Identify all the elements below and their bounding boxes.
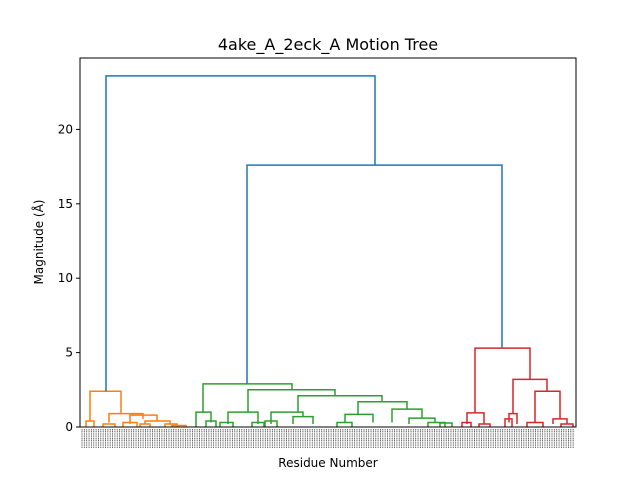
- y-axis: 0 5 10 15 20: [58, 122, 80, 434]
- green-red-merge: [246, 164, 503, 384]
- y-tick-label: 20: [58, 122, 73, 136]
- green-merge: [227, 411, 259, 425]
- green-merge: [357, 400, 408, 415]
- green-merge: [247, 389, 336, 413]
- root-merge: [105, 75, 376, 392]
- orange-merge: [129, 414, 158, 425]
- red-merge: [552, 418, 568, 425]
- red-merge: [461, 421, 472, 427]
- red-merge: [534, 390, 561, 423]
- green-merge: [195, 411, 212, 427]
- green-merge: [264, 420, 278, 427]
- y-tick-label: 15: [58, 197, 73, 211]
- x-axis-leaf-labels: [81, 429, 574, 448]
- green-merge: [336, 421, 353, 427]
- green-merge: [391, 408, 423, 423]
- red-merge: [478, 423, 491, 427]
- orange-merge: [108, 412, 144, 423]
- y-axis-label: Magnitude (Å): [31, 200, 46, 285]
- orange-merge: [171, 424, 187, 427]
- chart-title: 4ake_A_2eck_A Motion Tree: [218, 35, 438, 55]
- y-tick-label: 5: [65, 346, 73, 360]
- red-merge: [474, 347, 531, 413]
- red-merge: [526, 421, 544, 427]
- y-tick-label: 0: [65, 420, 73, 434]
- green-merge: [408, 417, 436, 425]
- orange-merge: [89, 390, 122, 422]
- orange-merge: [102, 423, 116, 427]
- y-tick-label: 10: [58, 271, 73, 285]
- red-merge: [466, 412, 485, 425]
- red-merge: [504, 418, 513, 427]
- red-merge: [560, 423, 574, 427]
- orange-merge: [122, 421, 138, 427]
- green-merge: [270, 411, 304, 425]
- green-merge: [297, 395, 383, 413]
- green-merge: [427, 421, 446, 427]
- green-merge: [219, 421, 234, 427]
- orange-merge: [139, 423, 151, 427]
- dendrogram-plot: [85, 75, 574, 427]
- green-merge: [205, 420, 217, 427]
- orange-merge: [144, 420, 171, 425]
- green-merge: [251, 421, 265, 427]
- orange-merge: [85, 420, 95, 427]
- green-merge: [202, 383, 293, 413]
- red-merge: [512, 378, 548, 414]
- green-merge: [292, 415, 314, 425]
- x-axis-label: Residue Number: [278, 456, 377, 470]
- green-merge: [439, 422, 453, 427]
- plot-frame: [79, 57, 577, 428]
- green-merge: [344, 413, 374, 423]
